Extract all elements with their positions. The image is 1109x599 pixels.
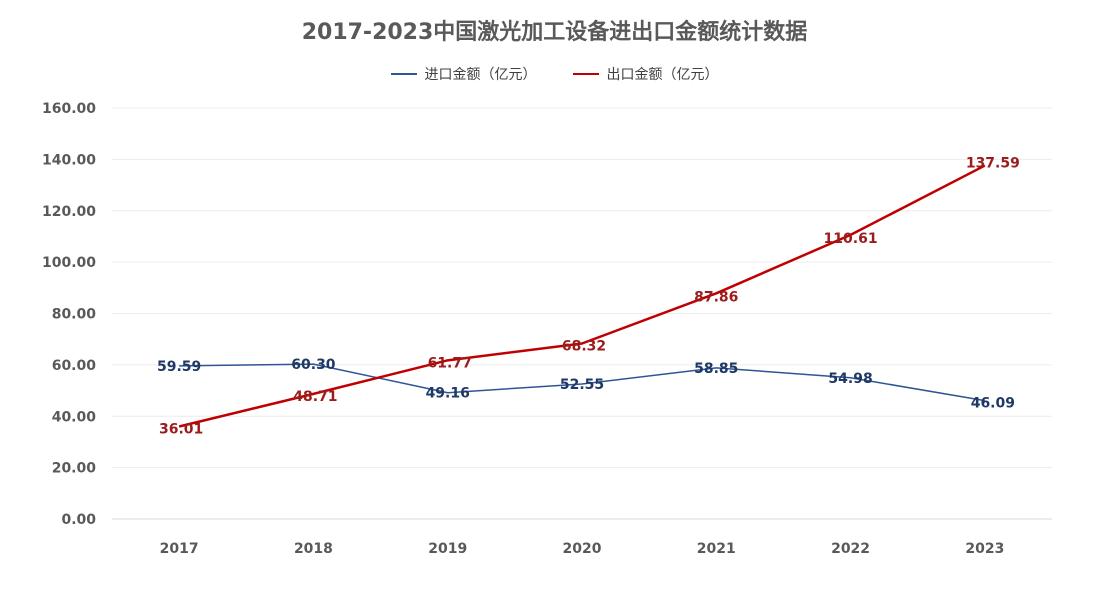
legend-swatch-export <box>572 73 599 75</box>
data-label: 49.16 <box>426 386 470 402</box>
data-label: 110.61 <box>824 231 878 247</box>
x-tick-label: 2020 <box>563 541 602 557</box>
x-tick-label: 2022 <box>831 541 870 557</box>
y-tick-label: 40.00 <box>52 409 97 425</box>
data-label: 52.55 <box>560 377 604 393</box>
y-tick-label: 100.00 <box>42 255 96 271</box>
data-label: 87.86 <box>694 289 738 305</box>
y-tick-label: 160.00 <box>42 101 96 117</box>
x-tick-label: 2021 <box>697 541 736 557</box>
legend-item-export: 出口金额（亿元） <box>572 64 719 84</box>
data-label: 68.32 <box>562 339 606 355</box>
y-tick-label: 0.00 <box>61 512 96 528</box>
legend: 进口金额（亿元） 出口金额（亿元） <box>0 64 1109 84</box>
legend-label-export: 出口金额（亿元） <box>606 67 719 83</box>
x-tick-label: 2017 <box>160 541 199 557</box>
y-tick-label: 60.00 <box>52 358 97 374</box>
data-label: 58.85 <box>694 361 738 377</box>
y-tick-label: 120.00 <box>42 204 96 220</box>
legend-item-import: 进口金额（亿元） <box>390 64 537 84</box>
data-label: 60.30 <box>291 357 336 373</box>
data-label: 48.71 <box>293 389 337 405</box>
x-tick-label: 2018 <box>294 541 333 557</box>
data-label: 54.98 <box>828 371 872 387</box>
y-tick-label: 20.00 <box>52 461 97 477</box>
legend-label-import: 进口金额（亿元） <box>424 67 537 83</box>
data-label: 36.01 <box>159 421 203 437</box>
data-label: 61.77 <box>428 355 472 371</box>
x-tick-label: 2023 <box>965 541 1004 557</box>
data-label: 137.59 <box>966 156 1020 172</box>
data-label: 59.59 <box>157 359 201 375</box>
series-line-import <box>179 363 985 402</box>
data-label: 46.09 <box>971 396 1015 412</box>
x-tick-label: 2019 <box>428 541 467 557</box>
series-line-export <box>178 164 986 428</box>
y-tick-label: 140.00 <box>42 152 96 168</box>
legend-swatch-import <box>390 73 417 75</box>
y-tick-label: 80.00 <box>52 307 97 323</box>
chart-title: 2017-2023中国激光加工设备进出口金额统计数据 <box>301 20 808 45</box>
